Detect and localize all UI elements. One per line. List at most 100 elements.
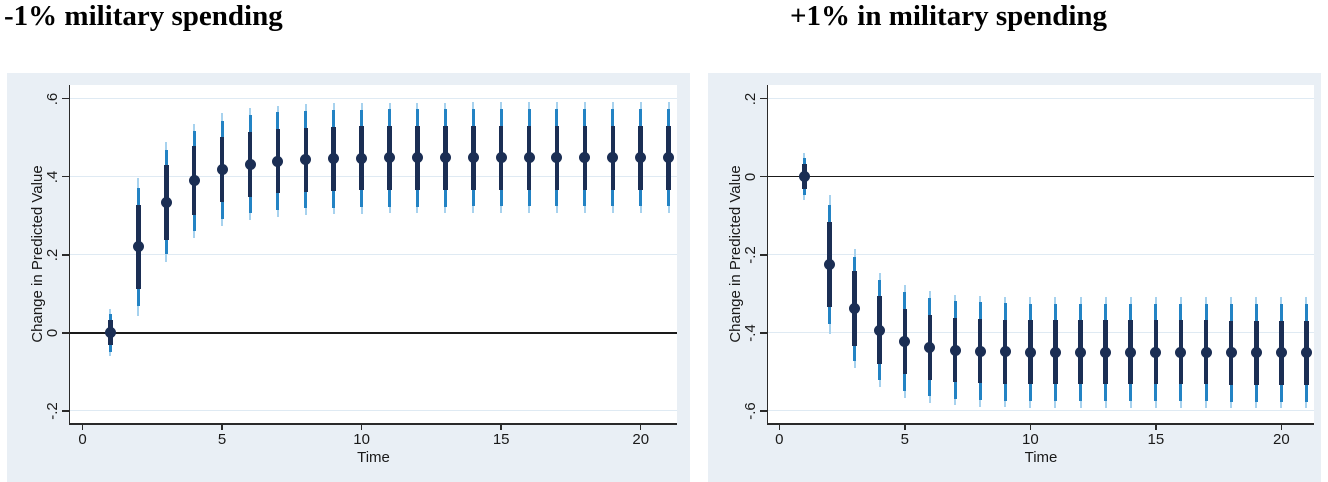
point-marker bbox=[924, 341, 936, 353]
point-marker bbox=[824, 259, 835, 271]
plot-area bbox=[70, 85, 677, 423]
point-marker bbox=[1275, 347, 1287, 359]
point-marker bbox=[523, 152, 535, 164]
right-chart-title: +1% in military spending bbox=[790, 0, 1108, 32]
point-marker bbox=[899, 335, 911, 347]
grid-line bbox=[70, 254, 677, 256]
x-tick-label: 20 bbox=[1273, 431, 1290, 448]
point-marker bbox=[467, 152, 479, 164]
grid-line bbox=[70, 410, 677, 412]
y-tick bbox=[760, 332, 767, 334]
x-axis-title: Time bbox=[1024, 449, 1058, 466]
y-tick bbox=[62, 332, 69, 334]
y-tick bbox=[760, 410, 767, 412]
x-tick-label: 5 bbox=[900, 431, 909, 448]
grid-line bbox=[768, 98, 1314, 100]
y-tick-label: .6 bbox=[44, 92, 61, 105]
point-marker bbox=[495, 152, 507, 164]
x-tick-label: 10 bbox=[353, 431, 370, 448]
grid-line bbox=[70, 176, 677, 178]
y-tick bbox=[760, 97, 767, 100]
x-tick-label: 20 bbox=[632, 431, 650, 448]
grid-line bbox=[768, 254, 1314, 256]
y-tick-label: .2 bbox=[742, 92, 759, 105]
point-marker bbox=[1075, 346, 1087, 358]
x-tick bbox=[81, 424, 84, 430]
y-tick bbox=[760, 175, 767, 178]
point-marker bbox=[1125, 346, 1137, 358]
point-marker bbox=[1100, 346, 1112, 358]
point-marker bbox=[1200, 346, 1212, 358]
y-tick bbox=[62, 410, 69, 412]
point-marker bbox=[160, 196, 172, 208]
x-axis-line bbox=[766, 423, 1314, 425]
y-axis-line bbox=[766, 85, 768, 425]
point-marker bbox=[849, 303, 861, 315]
point-marker bbox=[216, 164, 228, 176]
y-tick-label: -.6 bbox=[742, 402, 759, 420]
x-tick bbox=[904, 424, 906, 430]
y-tick-label: -.4 bbox=[742, 324, 759, 342]
grid-line bbox=[768, 332, 1314, 334]
point-marker bbox=[244, 158, 256, 170]
point-marker bbox=[798, 171, 810, 183]
x-tick-label: 15 bbox=[1147, 431, 1165, 448]
x-tick bbox=[1280, 424, 1283, 430]
point-marker bbox=[104, 327, 116, 339]
point-marker bbox=[300, 154, 312, 166]
y-axis-title: Change in Predicted Value bbox=[727, 165, 744, 343]
point-marker bbox=[663, 152, 675, 164]
y-tick-label: .2 bbox=[44, 248, 61, 262]
point-marker bbox=[1300, 347, 1312, 359]
y-tick bbox=[62, 254, 69, 256]
point-marker bbox=[272, 155, 284, 167]
left-chart-panel: .6 .4 .2 0 -.2 0 5 10 15 20 Time Change in Predicte… bbox=[7, 73, 690, 482]
y-tick-label: 0 bbox=[44, 328, 61, 337]
x-axis-line bbox=[68, 423, 677, 425]
x-tick bbox=[221, 424, 223, 430]
point-marker bbox=[411, 152, 423, 164]
x-tick bbox=[639, 424, 642, 430]
x-tick bbox=[1029, 424, 1032, 430]
point-marker bbox=[328, 153, 340, 165]
point-marker bbox=[188, 175, 200, 187]
x-tick-label: 5 bbox=[217, 431, 227, 448]
grid-line bbox=[70, 98, 677, 100]
zero-line bbox=[70, 332, 677, 334]
point-marker bbox=[132, 241, 144, 253]
y-tick bbox=[760, 254, 767, 256]
point-marker bbox=[874, 324, 886, 336]
y-tick bbox=[62, 175, 69, 178]
point-marker bbox=[356, 152, 368, 164]
point-marker bbox=[579, 152, 591, 164]
zero-line bbox=[768, 175, 1314, 178]
point-marker bbox=[551, 152, 563, 164]
grid-line bbox=[768, 410, 1314, 412]
x-tick-label: 0 bbox=[78, 431, 87, 448]
y-tick bbox=[62, 97, 69, 100]
point-marker bbox=[1024, 346, 1036, 358]
point-marker bbox=[607, 152, 619, 164]
x-tick bbox=[500, 424, 502, 430]
y-tick-label: 0 bbox=[742, 172, 759, 181]
point-marker bbox=[439, 152, 451, 164]
y-axis-line bbox=[68, 85, 70, 425]
left-chart-title: -1% military spending bbox=[4, 0, 283, 32]
x-tick bbox=[360, 424, 363, 430]
point-marker bbox=[974, 345, 986, 357]
y-tick-label: -.2 bbox=[44, 402, 61, 420]
point-marker bbox=[1250, 347, 1262, 359]
point-marker bbox=[1175, 346, 1187, 358]
point-marker bbox=[1150, 346, 1162, 358]
right-chart-panel: .2 0 -.2 -.4 -.6 0 5 10 15 20 Time Change in Predic… bbox=[708, 73, 1321, 482]
point-marker bbox=[635, 152, 647, 164]
point-marker bbox=[1225, 347, 1237, 359]
y-axis-title: Change in Predicted Value bbox=[29, 165, 46, 343]
x-tick-label: 15 bbox=[492, 431, 510, 448]
plot-area bbox=[768, 85, 1314, 423]
x-tick bbox=[778, 424, 781, 430]
point-marker bbox=[384, 152, 396, 164]
point-marker bbox=[949, 344, 961, 356]
y-tick-label: .4 bbox=[44, 170, 61, 183]
